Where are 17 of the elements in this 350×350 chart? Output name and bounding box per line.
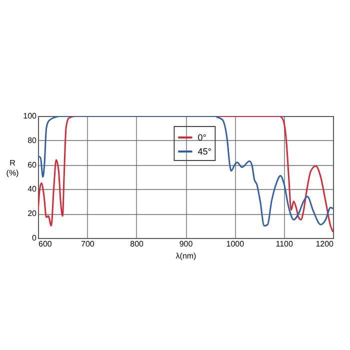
x-tick-label: 800 bbox=[130, 240, 144, 248]
x-tick-label: 1000 bbox=[226, 240, 245, 248]
x-tick-label: 900 bbox=[179, 240, 194, 248]
y-tick-label: 0 bbox=[32, 234, 38, 242]
x-tick-label: 600 bbox=[38, 240, 52, 248]
y-tick-label: 100 bbox=[23, 112, 38, 120]
y-tick-label: 80 bbox=[28, 136, 38, 145]
y-tick-label: 40 bbox=[28, 184, 38, 194]
y-tick-label: 60 bbox=[28, 160, 38, 170]
x-tick-label: 700 bbox=[80, 240, 95, 248]
y-axis-title: R (%) bbox=[6, 158, 20, 178]
x-axis-title: λ(nm) bbox=[176, 252, 197, 260]
x-tick-label: 1100 bbox=[276, 240, 294, 248]
y-tick-label: 20 bbox=[28, 209, 38, 218]
x-tick-label: 1200 bbox=[316, 240, 334, 248]
legend-label: 0° bbox=[198, 132, 207, 142]
legend-label: 45° bbox=[198, 146, 212, 156]
